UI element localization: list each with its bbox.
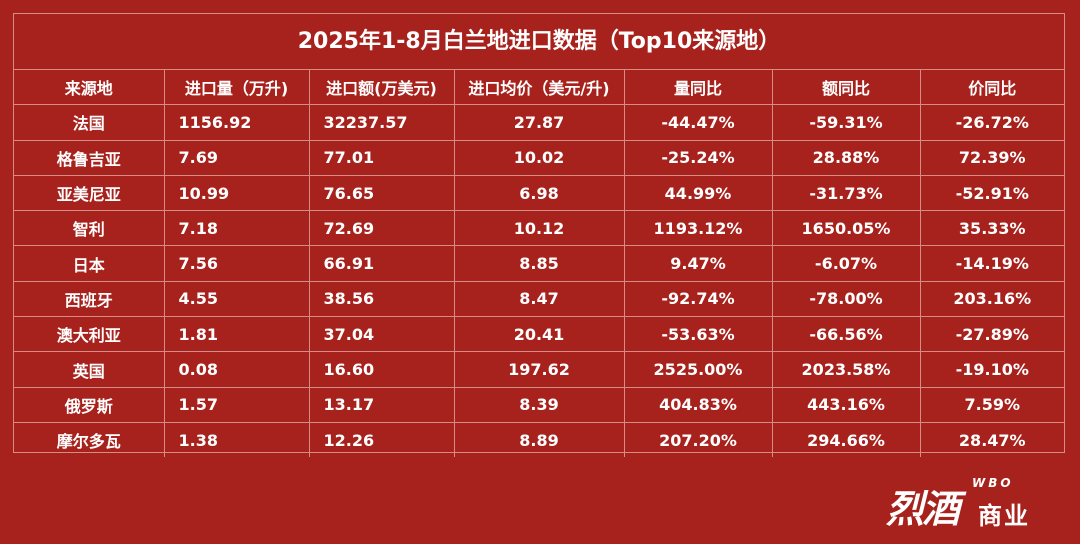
- cell-value-yoy: 28.88%: [772, 140, 921, 176]
- cell-value: 37.04: [309, 316, 455, 353]
- cell-volume: 10.99: [164, 175, 310, 212]
- logo-latin-text: WBO: [972, 476, 1014, 490]
- cell-price-yoy: 72.39%: [920, 140, 1064, 176]
- cell-avg-price: 27.87: [454, 104, 625, 141]
- table-row: 西班牙 4.55 38.56 8.47 -92.74% -78.00% 203.…: [14, 281, 1064, 318]
- cell-volume: 0.08: [164, 351, 310, 388]
- cell-avg-price: 197.62: [454, 351, 625, 388]
- header-row: 来源地 进口量（万升) 进口额(万美元) 进口均价（美元/升) 量同比 额同比 …: [14, 70, 1064, 106]
- header-avg-price: 进口均价（美元/升): [454, 70, 625, 106]
- cell-origin: 西班牙: [14, 281, 165, 318]
- cell-volume-yoy: 2525.00%: [624, 351, 773, 388]
- header-value-yoy: 额同比: [772, 70, 921, 106]
- cell-value-yoy: -31.73%: [772, 175, 921, 212]
- cell-value-yoy: 2023.58%: [772, 351, 921, 388]
- import-data-table-panel: 2025年1-8月白兰地进口数据（Top10来源地） 来源地 进口量（万升) 进…: [13, 13, 1065, 458]
- cell-volume: 7.69: [164, 140, 310, 176]
- cell-avg-price: 6.98: [454, 175, 625, 212]
- table-row: 俄罗斯 1.57 13.17 8.39 404.83% 443.16% 7.59…: [14, 387, 1064, 423]
- header-volume: 进口量（万升): [164, 70, 310, 106]
- cell-volume: 7.56: [164, 245, 310, 282]
- cell-volume: 7.18: [164, 210, 310, 247]
- table-row: 日本 7.56 66.91 8.85 9.47% -6.07% -14.19%: [14, 245, 1064, 282]
- cell-volume-yoy: -92.74%: [624, 281, 773, 318]
- cell-value-yoy: -6.07%: [772, 245, 921, 282]
- import-table: 来源地 进口量（万升) 进口额(万美元) 进口均价（美元/升) 量同比 额同比 …: [14, 70, 1064, 458]
- cell-avg-price: 10.12: [454, 210, 625, 247]
- table-row: 英国 0.08 16.60 197.62 2525.00% 2023.58% -…: [14, 351, 1064, 388]
- cell-value-yoy: 294.66%: [772, 422, 921, 458]
- cell-origin: 格鲁吉亚: [14, 140, 165, 176]
- table-row: 格鲁吉亚 7.69 77.01 10.02 -25.24% 28.88% 72.…: [14, 140, 1064, 176]
- cell-value: 38.56: [309, 281, 455, 318]
- cell-price-yoy: 203.16%: [920, 281, 1064, 318]
- logo-main-text: 烈酒: [886, 486, 960, 531]
- cell-origin: 日本: [14, 245, 165, 282]
- cell-origin: 亚美尼亚: [14, 175, 165, 212]
- cell-price-yoy: 7.59%: [920, 387, 1064, 423]
- cell-volume-yoy: 1193.12%: [624, 210, 773, 247]
- cell-origin: 法国: [14, 104, 165, 141]
- cell-volume-yoy: -44.47%: [624, 104, 773, 141]
- cell-volume-yoy: 9.47%: [624, 245, 773, 282]
- cell-origin: 俄罗斯: [14, 387, 165, 423]
- table-row: 摩尔多瓦 1.38 12.26 8.89 207.20% 294.66% 28.…: [14, 422, 1064, 458]
- header-origin: 来源地: [14, 70, 165, 106]
- cell-origin: 摩尔多瓦: [14, 422, 165, 458]
- cell-price-yoy: -14.19%: [920, 245, 1064, 282]
- cell-volume-yoy: 44.99%: [624, 175, 773, 212]
- cell-volume: 1.57: [164, 387, 310, 423]
- cell-price-yoy: 28.47%: [958, 430, 1026, 450]
- cell-volume-yoy: 207.20%: [624, 422, 773, 458]
- header-value: 进口额(万美元): [309, 70, 455, 106]
- table-row: 亚美尼亚 10.99 76.65 6.98 44.99% -31.73% -52…: [14, 175, 1064, 212]
- cell-volume-yoy: -25.24%: [624, 140, 773, 176]
- cell-value-yoy: -78.00%: [772, 281, 921, 318]
- cell-avg-price: 10.02: [454, 140, 625, 176]
- cell-value: 72.69: [309, 210, 455, 247]
- cell-avg-price: 20.41: [454, 316, 625, 353]
- table-row: 法国 1156.92 32237.57 27.87 -44.47% -59.31…: [14, 104, 1064, 141]
- cell-value: 13.17: [309, 387, 455, 423]
- cell-price-yoy: 35.33%: [920, 210, 1064, 247]
- cell-origin: 智利: [14, 210, 165, 247]
- cell-price-yoy: -52.91%: [920, 175, 1064, 212]
- cell-value: 66.91: [309, 245, 455, 282]
- cell-origin: 英国: [14, 351, 165, 388]
- cell-value: 76.65: [309, 175, 455, 212]
- cell-price-yoy: -27.89%: [920, 316, 1064, 353]
- cell-value: 12.26: [309, 422, 455, 458]
- cell-volume-yoy: -53.63%: [624, 316, 773, 353]
- cell-value-yoy: 1650.05%: [772, 210, 921, 247]
- cell-volume: 1.38: [164, 422, 310, 458]
- cell-origin: 澳大利亚: [14, 316, 165, 353]
- cell-value: 16.60: [309, 351, 455, 388]
- cell-value: 32237.57: [309, 104, 455, 141]
- brand-logo: 烈酒 WBO 商业: [886, 476, 1046, 531]
- table-title: 2025年1-8月白兰地进口数据（Top10来源地）: [14, 14, 1064, 70]
- cell-price-yoy: -19.10%: [920, 351, 1064, 388]
- cell-avg-price: 8.89: [454, 422, 625, 458]
- cell-avg-price: 8.47: [454, 281, 625, 318]
- cell-price-yoy: -26.72%: [920, 104, 1064, 141]
- cell-volume-yoy: 404.83%: [624, 387, 773, 423]
- header-price-yoy: 价同比: [920, 70, 1064, 106]
- cell-volume: 1.81: [164, 316, 310, 353]
- cell-value: 77.01: [309, 140, 455, 176]
- table-row: 智利 7.18 72.69 10.12 1193.12% 1650.05% 35…: [14, 210, 1064, 247]
- table-row: 澳大利亚 1.81 37.04 20.41 -53.63% -66.56% -2…: [14, 316, 1064, 353]
- header-volume-yoy: 量同比: [624, 70, 773, 106]
- cell-volume: 4.55: [164, 281, 310, 318]
- cell-avg-price: 8.85: [454, 245, 625, 282]
- logo-sub-text: 商业: [978, 502, 1030, 530]
- cell-value-yoy: -59.31%: [772, 104, 921, 141]
- cell-avg-price: 8.39: [454, 387, 625, 423]
- cell-volume: 1156.92: [164, 104, 310, 141]
- cell-value-yoy: 443.16%: [772, 387, 921, 423]
- cell-value-yoy: -66.56%: [772, 316, 921, 353]
